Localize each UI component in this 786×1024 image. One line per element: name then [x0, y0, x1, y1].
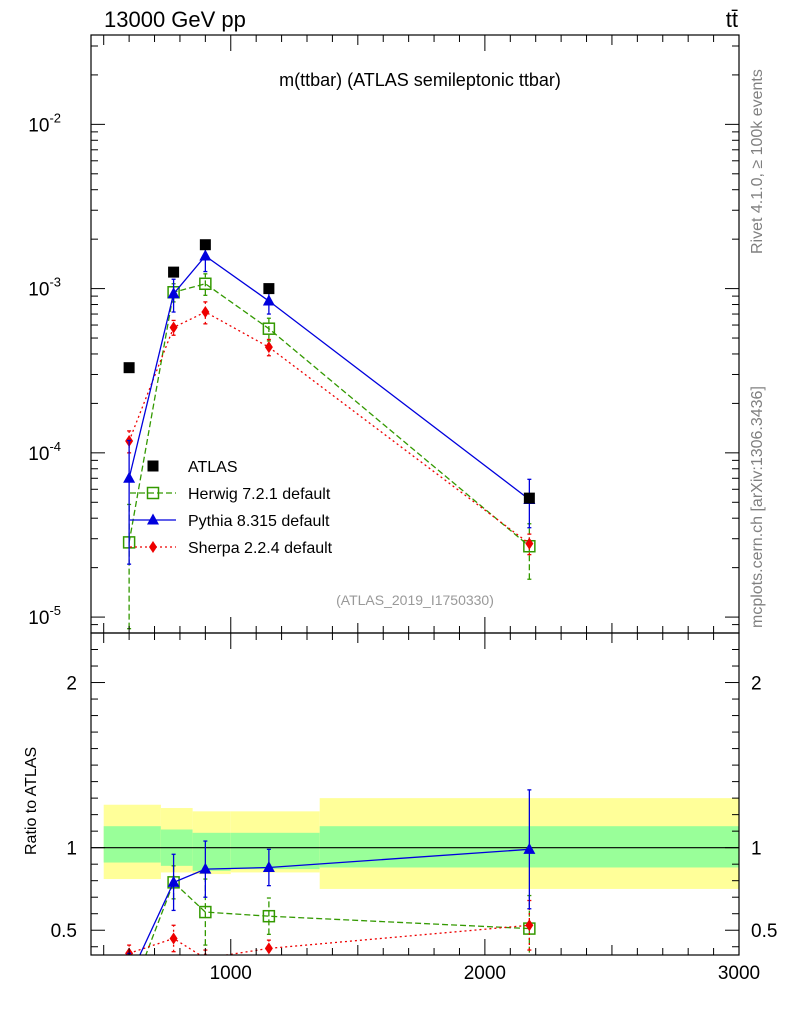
- ratio-y-axis-label: Ratio to ATLAS: [23, 747, 40, 855]
- ratio-panel-axes: 0.5 0.5 1 1 2 2 1000 2000 3000: [51, 632, 777, 984]
- main-y-tick-label: 10-2: [28, 110, 61, 136]
- ratio-sherpa-line: [128, 924, 530, 955]
- ratio-y-tick-label-left: 1: [66, 839, 77, 860]
- ratio-pythia-point: [262, 860, 275, 872]
- main-pythia-point: [262, 294, 275, 306]
- ratio-panel-content: [123, 789, 536, 1004]
- main-atlas-point: [199, 239, 211, 251]
- process-label: 13000 GeV pp: [104, 7, 246, 32]
- legend-atlas-marker: [147, 460, 159, 472]
- main-herwig-line: [128, 283, 530, 547]
- main-sherpa-line: [128, 311, 530, 545]
- legend-pythia-marker: [147, 513, 159, 525]
- main-pythia-point: [199, 249, 212, 261]
- ratio-pythia-point: [167, 875, 180, 887]
- main-pythia-point: [123, 471, 136, 483]
- main-sherpa-point: [264, 341, 273, 354]
- main-y-tick-label: 10-4: [28, 439, 61, 465]
- ratio-herwig-line: [145, 881, 530, 955]
- legend-herwig-marker: [146, 486, 160, 500]
- main-herwig-point: [199, 277, 212, 291]
- main-panel-axes: 10-5 10-4 10-3 10-2: [28, 34, 740, 634]
- ratio-sherpa-point: [525, 919, 534, 932]
- ratio-herwig-point: [124, 993, 135, 1004]
- legend-label-herwig: Herwig 7.2.1 default: [188, 486, 331, 503]
- ratio-sherpa-point: [264, 942, 273, 955]
- ratio-y-tick-label-left: 2: [66, 674, 77, 695]
- main-y-tick-label: 10-3: [28, 275, 61, 301]
- ratio-pythia-point: [523, 842, 536, 854]
- final-state-label: tt̄: [726, 7, 738, 32]
- main-herwig-point: [262, 322, 276, 335]
- legend-label-atlas: ATLAS: [188, 459, 238, 476]
- ratio-y-tick-label-right: 0.5: [751, 921, 777, 942]
- main-panel-content: [122, 239, 536, 630]
- ratio-x-tick-label: 3000: [718, 963, 760, 984]
- ratio-herwig-point: [262, 909, 276, 923]
- main-pythia-point: [167, 287, 180, 299]
- ratio-x-tick-label: 2000: [464, 963, 506, 984]
- source-label: mcplots.cern.ch [arXiv:1306.3436]: [749, 386, 766, 628]
- ratio-band-inner: [103, 826, 161, 863]
- legend-sherpa-marker: [149, 541, 157, 553]
- ratio-band-inner: [192, 832, 231, 871]
- legend-label-sherpa: Sherpa 2.2.4 default: [188, 540, 333, 557]
- ratio-pythia-point: [123, 972, 135, 983]
- main-atlas-point: [523, 492, 535, 504]
- ratio-band-inner: [230, 832, 320, 870]
- main-atlas-point: [168, 266, 180, 278]
- legend: ATLAS Herwig 7.2.1 default Pythia 8.315 de…: [130, 459, 333, 557]
- rivet-version-label: Rivet 4.1.0, ≥ 100k events: [749, 69, 766, 254]
- ratio-frame: [90, 632, 740, 956]
- main-atlas-point: [123, 362, 135, 374]
- main-sherpa-point: [169, 321, 178, 334]
- ratio-bands: [91, 798, 739, 889]
- ratio-herwig-point: [199, 905, 212, 919]
- ratio-x-tick-label: 1000: [210, 963, 252, 984]
- analysis-id-label: (ATLAS_2019_I1750330): [336, 592, 494, 608]
- chart-title: m(ttbar) (ATLAS semileptonic ttbar): [279, 70, 561, 90]
- ratio-y-tick-label-left: 0.5: [51, 921, 77, 942]
- main-y-tick-label: 10-5: [28, 603, 61, 629]
- ratio-sherpa-point: [169, 932, 178, 945]
- ratio-y-tick-label-right: 2: [751, 674, 762, 695]
- main-atlas-point: [263, 283, 275, 295]
- main-sherpa-point: [525, 537, 534, 550]
- ratio-y-tick-label-right: 1: [751, 839, 762, 860]
- legend-label-pythia: Pythia 8.315 default: [188, 513, 330, 530]
- ratio-pythia-point: [199, 862, 212, 874]
- main-sherpa-point: [201, 306, 210, 319]
